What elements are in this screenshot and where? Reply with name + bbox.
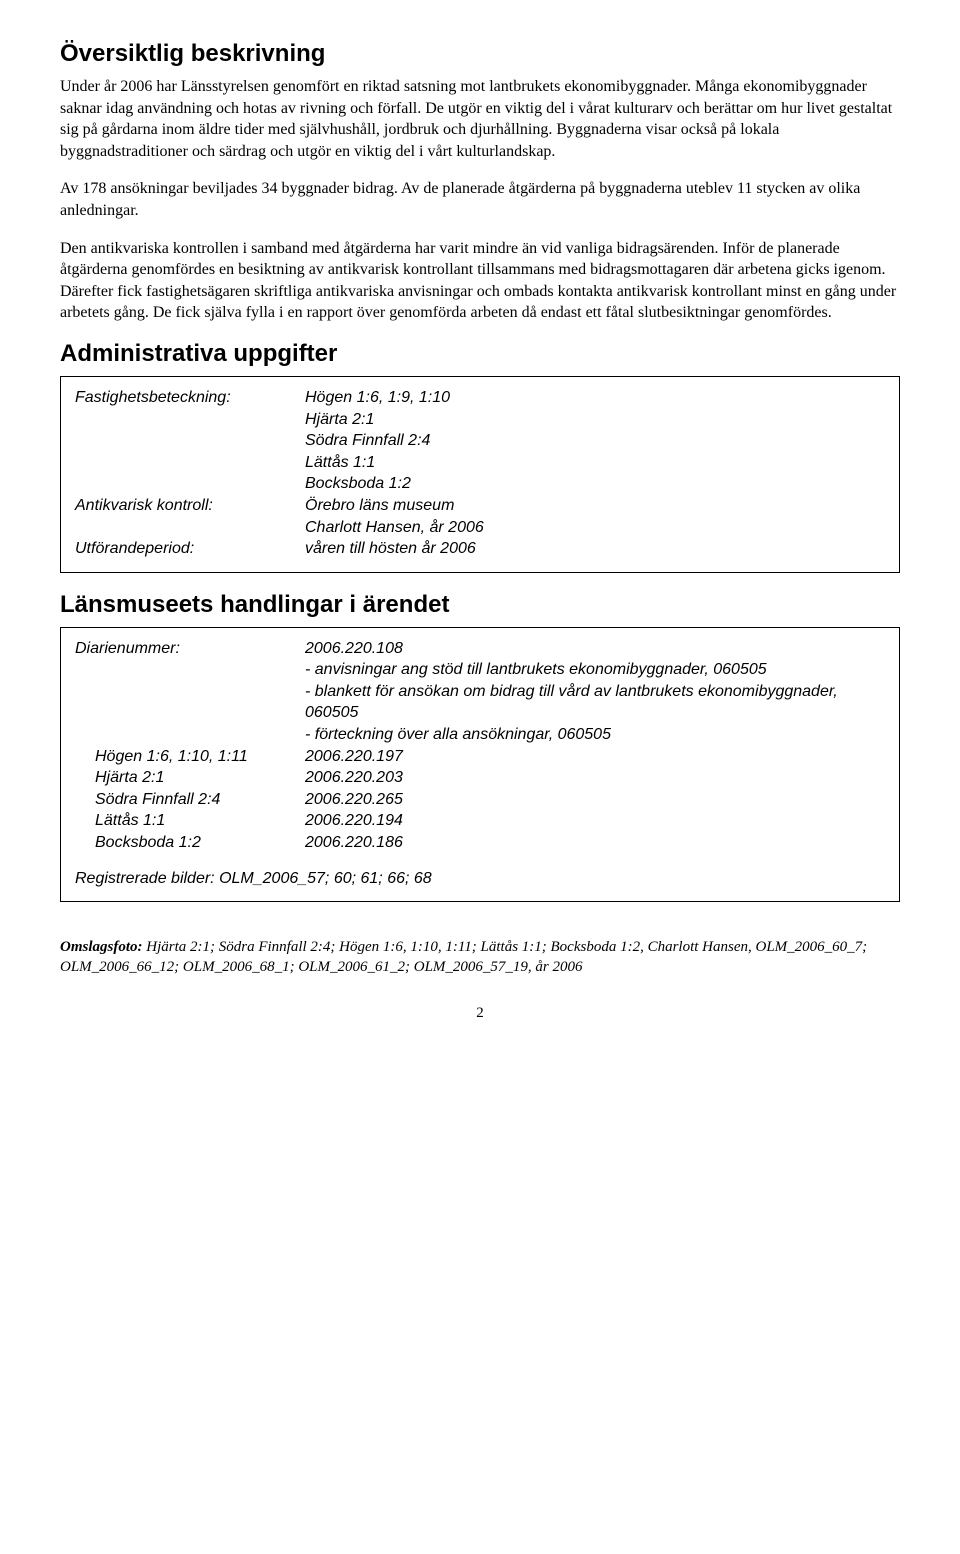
value-diarie-main: 2006.220.108 bbox=[305, 638, 885, 660]
handlingar-info-box: Diarienummer: 2006.220.108 - anvisningar… bbox=[60, 627, 900, 903]
value-fastighet-1: Hjärta 2:1 bbox=[305, 409, 885, 431]
section-title-admin: Administrativa uppgifter bbox=[60, 340, 900, 368]
label-utforande: Utförandeperiod: bbox=[75, 538, 305, 560]
diarie-line-0: - anvisningar ang stöd till lantbrukets … bbox=[305, 659, 885, 681]
sub-label-3: Lättås 1:1 bbox=[75, 810, 305, 832]
overview-paragraph-3: Den antikvariska kontrollen i samband me… bbox=[60, 238, 900, 324]
value-fastighet-0: Högen 1:6, 1:9, 1:10 bbox=[305, 387, 885, 409]
label-fastighet: Fastighetsbeteckning: bbox=[75, 387, 305, 409]
sub-value-3: 2006.220.194 bbox=[305, 810, 885, 832]
admin-info-box: Fastighetsbeteckning: Högen 1:6, 1:9, 1:… bbox=[60, 376, 900, 573]
page-number: 2 bbox=[60, 1005, 900, 1022]
sub-value-1: 2006.220.203 bbox=[305, 767, 885, 789]
value-antikvarisk-1: Charlott Hansen, år 2006 bbox=[305, 517, 885, 539]
value-utforande: våren till hösten år 2006 bbox=[305, 538, 885, 560]
sub-value-2: 2006.220.265 bbox=[305, 789, 885, 811]
overview-paragraph-1: Under år 2006 har Länsstyrelsen genomför… bbox=[60, 76, 900, 162]
sub-label-2: Södra Finnfall 2:4 bbox=[75, 789, 305, 811]
section-title-handlingar: Länsmuseets handlingar i ärendet bbox=[60, 591, 900, 619]
value-fastighet-3: Lättås 1:1 bbox=[305, 452, 885, 474]
value-fastighet-2: Södra Finnfall 2:4 bbox=[305, 430, 885, 452]
label-antikvarisk: Antikvarisk kontroll: bbox=[75, 495, 305, 517]
value-antikvarisk-0: Örebro läns museum bbox=[305, 495, 885, 517]
omslagsfoto-label: Omslagsfoto: bbox=[60, 939, 143, 955]
sub-value-4: 2006.220.186 bbox=[305, 832, 885, 854]
sub-label-4: Bocksboda 1:2 bbox=[75, 832, 305, 854]
diarie-line-1: - blankett för ansökan om bidrag till vå… bbox=[305, 681, 885, 724]
value-fastighet-4: Bocksboda 1:2 bbox=[305, 473, 885, 495]
registrerade-bilder: Registrerade bilder: OLM_2006_57; 60; 61… bbox=[75, 868, 885, 890]
omslagsfoto-note: Omslagsfoto: Hjärta 2:1; Södra Finnfall … bbox=[60, 938, 900, 977]
label-diarienummer: Diarienummer: bbox=[75, 638, 305, 660]
overview-paragraph-2: Av 178 ansökningar beviljades 34 byggnad… bbox=[60, 178, 900, 221]
sub-label-0: Högen 1:6, 1:10, 1:11 bbox=[75, 746, 305, 768]
sub-label-1: Hjärta 2:1 bbox=[75, 767, 305, 789]
diarie-line-2: - förteckning över alla ansökningar, 060… bbox=[305, 724, 885, 746]
omslagsfoto-text: Hjärta 2:1; Södra Finnfall 2:4; Högen 1:… bbox=[60, 939, 867, 975]
sub-value-0: 2006.220.197 bbox=[305, 746, 885, 768]
section-title-overview: Översiktlig beskrivning bbox=[60, 40, 900, 68]
